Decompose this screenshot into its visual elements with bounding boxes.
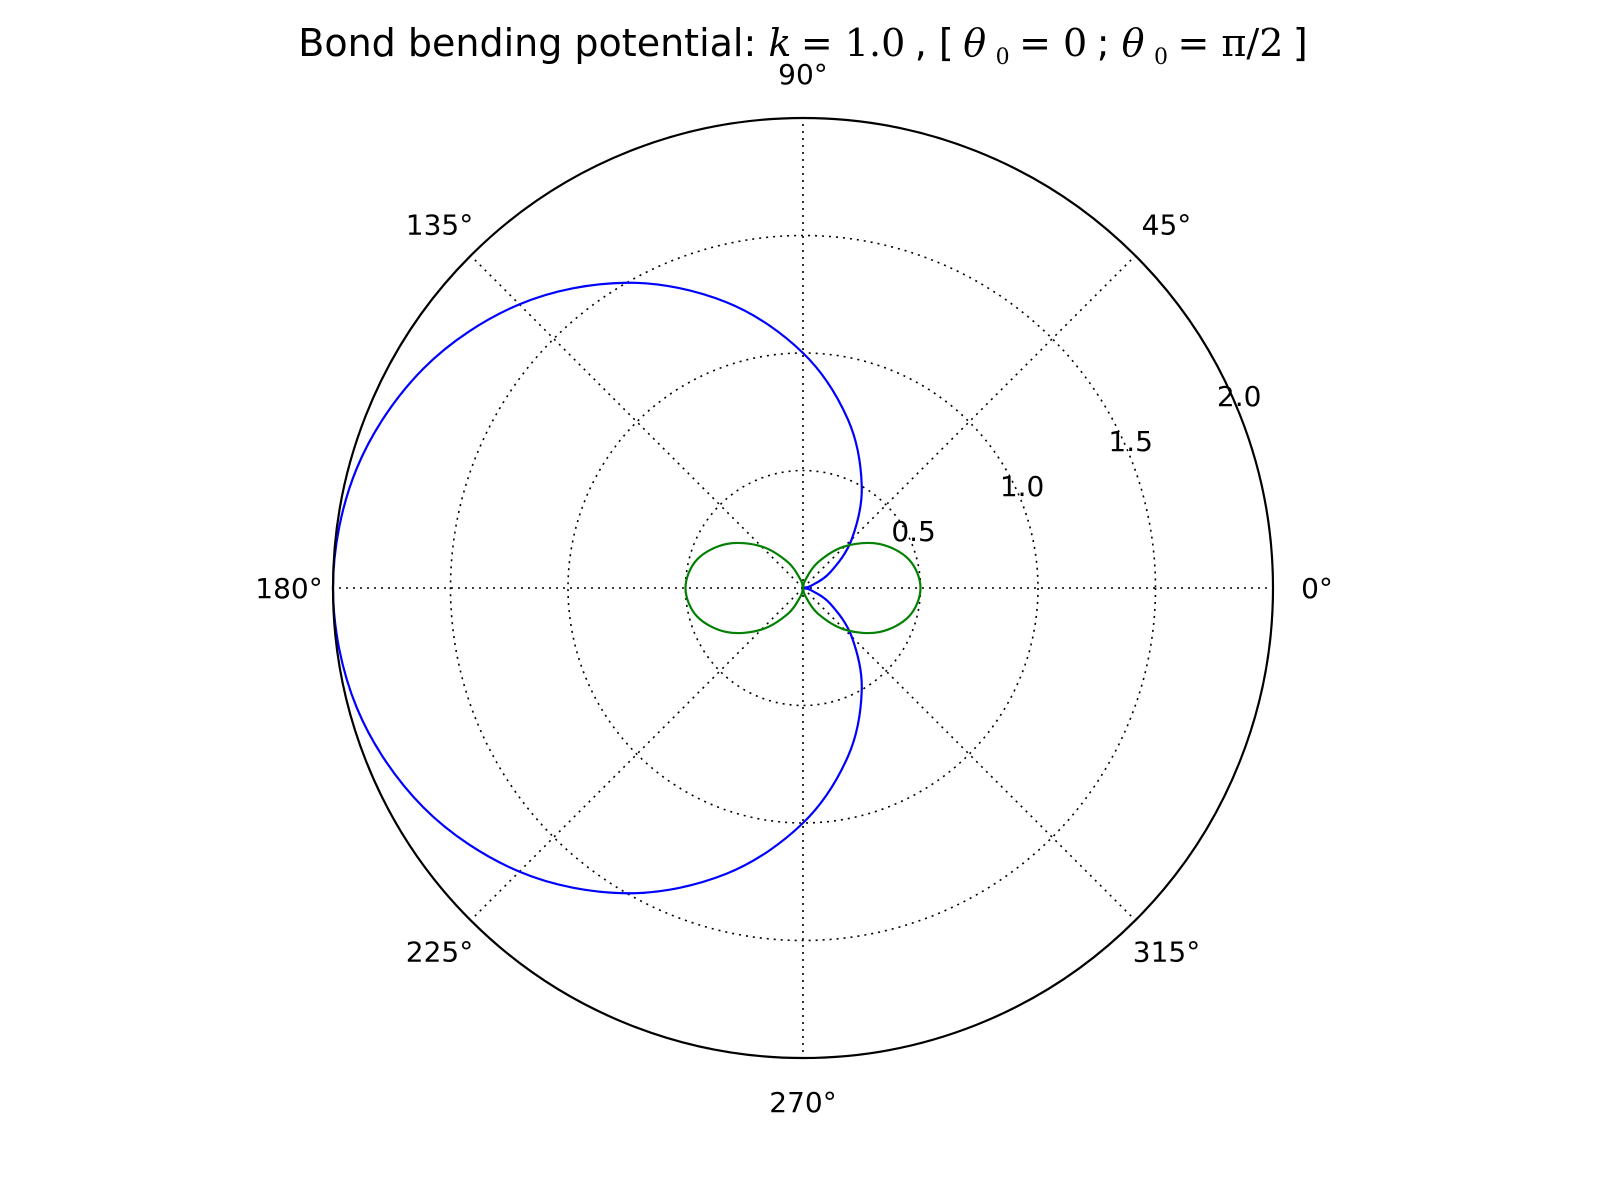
title-text-prefix: Bond bending potential:	[298, 21, 768, 65]
title-theta-a-value: = 0	[1019, 21, 1087, 65]
tick-labels: 0° 45° 90° 135° 180° 225° 270° 315° 0.5 1.0 1.5 2.0	[255, 58, 1333, 1119]
title-separator-1: , [	[915, 21, 954, 65]
title-separator-2: ;	[1097, 21, 1122, 65]
chart-title: Bond bending potential: k = 1.0 , [ θ 0 …	[298, 21, 1307, 73]
theta-grid-line-3	[470, 255, 804, 589]
r-tick-label-2: 1.5	[1108, 425, 1153, 458]
polar-frame	[331, 116, 1275, 1060]
theta-tick-label-7: 315°	[1133, 936, 1200, 969]
title-theta-b: θ	[1122, 21, 1145, 65]
theta-tick-label-2: 90°	[778, 58, 828, 91]
polar-grid	[333, 118, 1273, 1058]
theta-grid-line-1	[802, 255, 1136, 589]
theta-tick-label-6: 270°	[769, 1086, 836, 1119]
theta-grid-line-7	[802, 587, 1136, 921]
theta-tick-label-4: 180°	[255, 572, 322, 605]
theta-tick-label-5: 225°	[406, 936, 473, 969]
theta-tick-label-1: 45°	[1142, 209, 1192, 242]
r-tick-label-0: 0.5	[891, 515, 936, 548]
polar-outer-circle	[331, 116, 1275, 1060]
title-theta-a-sub: 0	[996, 45, 1010, 70]
title-k-value: = 1.0	[801, 21, 905, 65]
title-theta-b-sub: 0	[1154, 45, 1168, 70]
r-tick-label-3: 2.0	[1217, 380, 1262, 413]
series-line-1	[684, 541, 922, 635]
theta-grid-line-5	[470, 587, 804, 921]
title-theta-a: θ	[963, 21, 986, 65]
r-tick-label-1: 1.0	[1000, 470, 1045, 503]
title-separator-3: ]	[1293, 21, 1308, 65]
title-k-symbol: k	[768, 21, 791, 65]
theta-tick-label-3: 135°	[406, 209, 473, 242]
theta-tick-label-0: 0°	[1301, 572, 1333, 605]
series-line-0	[331, 281, 863, 895]
r-grid-circle-2	[449, 234, 1157, 942]
title-theta-b-value: = π/2	[1178, 21, 1284, 65]
